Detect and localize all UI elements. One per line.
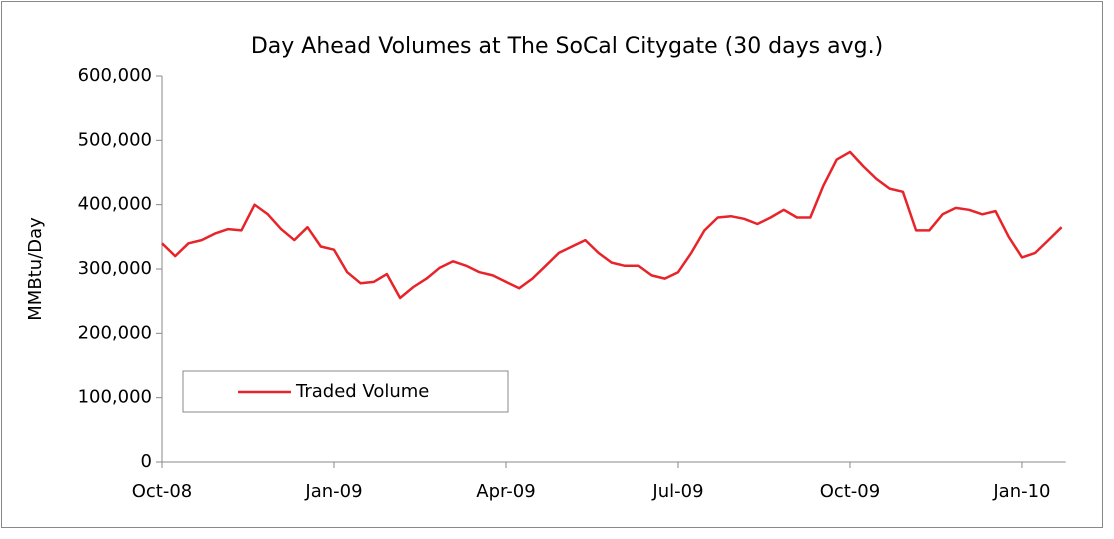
x-tick-label: Apr-09 [476,481,535,502]
x-tick-label: Oct-09 [820,481,881,502]
data-line [161,150,1063,300]
x-tick-label: Oct-08 [132,481,193,502]
y-tick-label: 400,000 [78,194,152,215]
y-tick-label: 300,000 [78,258,152,279]
chart-title: Day Ahead Volumes at The SoCal Citygate … [251,34,883,59]
y-tick-label: 500,000 [78,129,152,150]
y-tick-label: 600,000 [78,65,152,86]
y-tick-label: 0 [141,451,152,472]
chart-frame [1,1,1103,528]
y-axis-label: MMBtu/Day [25,217,46,321]
legend-box [182,370,509,413]
x-tick-label: Jan-09 [304,481,362,502]
y-tick-label: 100,000 [78,387,152,408]
legend-label: Traded Volume [295,381,429,402]
y-tick-label: 200,000 [78,322,152,343]
x-tick-label: Jan-10 [992,481,1050,502]
x-tick-label: Jul-09 [651,481,703,502]
